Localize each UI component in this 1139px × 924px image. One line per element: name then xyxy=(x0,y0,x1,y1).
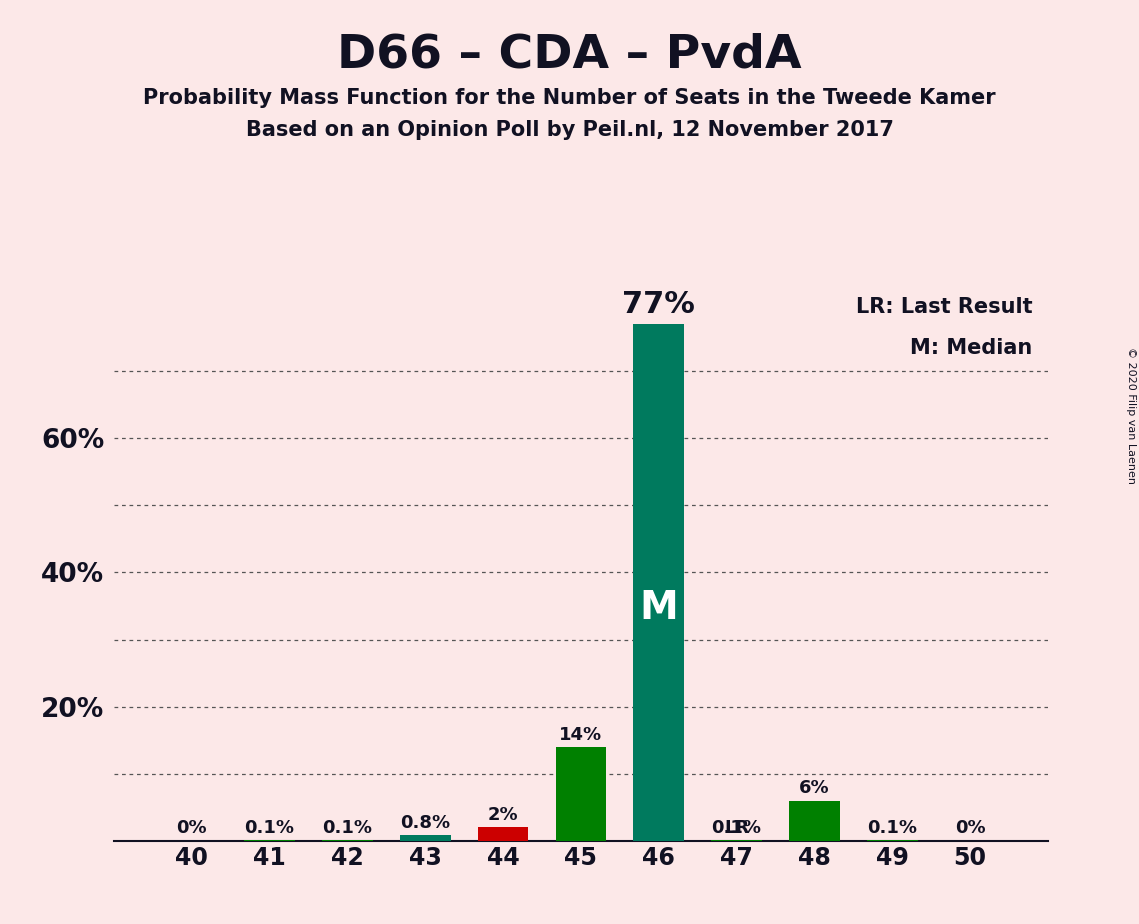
Text: 0.1%: 0.1% xyxy=(322,819,372,837)
Text: 14%: 14% xyxy=(559,725,603,744)
Text: M: Median: M: Median xyxy=(910,337,1032,358)
Text: 2%: 2% xyxy=(487,806,518,824)
Text: 0.1%: 0.1% xyxy=(245,819,295,837)
Text: 0.8%: 0.8% xyxy=(400,814,450,833)
Text: LR: Last Result: LR: Last Result xyxy=(855,298,1032,317)
Text: 0.1%: 0.1% xyxy=(712,819,762,837)
Bar xyxy=(556,747,606,841)
Bar xyxy=(477,827,528,841)
Text: 0.1%: 0.1% xyxy=(867,819,917,837)
Bar xyxy=(633,324,685,841)
Bar xyxy=(400,835,451,841)
Text: 0%: 0% xyxy=(954,820,985,837)
Text: M: M xyxy=(639,590,678,627)
Text: 0%: 0% xyxy=(177,820,207,837)
Text: Probability Mass Function for the Number of Seats in the Tweede Kamer: Probability Mass Function for the Number… xyxy=(144,88,995,108)
Text: © 2020 Filip van Laenen: © 2020 Filip van Laenen xyxy=(1126,347,1136,484)
Text: LR: LR xyxy=(724,819,749,837)
Text: Based on an Opinion Poll by Peil.nl, 12 November 2017: Based on an Opinion Poll by Peil.nl, 12 … xyxy=(246,120,893,140)
Text: 77%: 77% xyxy=(622,290,695,319)
Text: 6%: 6% xyxy=(800,779,829,797)
Bar xyxy=(789,800,839,841)
Text: D66 – CDA – PvdA: D66 – CDA – PvdA xyxy=(337,32,802,78)
